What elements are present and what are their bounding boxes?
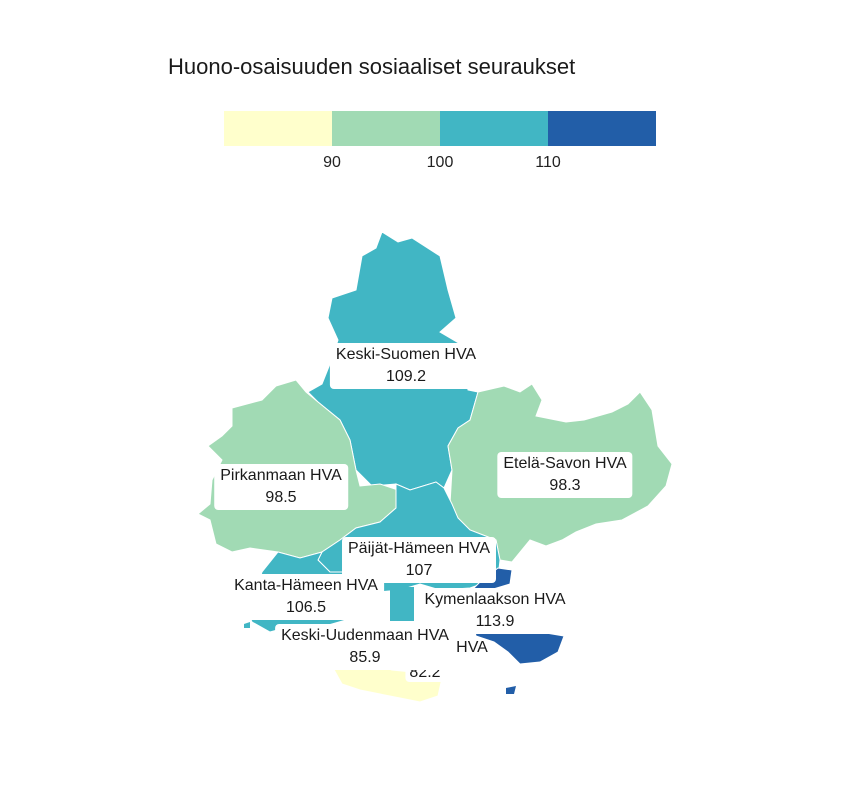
legend-swatch-high xyxy=(548,111,656,146)
label-kymenlaakso-value: 113.9 xyxy=(475,613,515,630)
region-small-islet xyxy=(244,622,250,628)
label-etela-savo-name: Etelä-Savon HVA xyxy=(503,455,627,472)
legend-swatch-mid-high xyxy=(440,111,548,146)
label-keski-uusimaa-value: 85.9 xyxy=(349,649,381,666)
label-paijat-hame-name: Päijät-Hämeen HVA xyxy=(348,540,490,557)
color-legend xyxy=(224,111,656,146)
label-etela-savo: Etelä-Savon HVA 98.3 xyxy=(497,452,633,498)
legend-tick-100: 100 xyxy=(426,154,454,171)
legend-tick-110: 110 xyxy=(535,154,561,171)
legend-tick-90: 90 xyxy=(323,154,341,171)
label-helsinki: HVA xyxy=(450,636,494,660)
label-pirkanmaa-name: Pirkanmaan HVA xyxy=(220,467,342,484)
label-keski-suomi-value: 109.2 xyxy=(385,368,427,385)
label-paijat-hame-value: 107 xyxy=(405,562,433,579)
region-small-island xyxy=(506,686,516,694)
legend-swatch-low xyxy=(224,111,332,146)
label-kymenlaakso: Kymenlaakson HVA 113.9 xyxy=(418,588,572,634)
label-kanta-hame-value: 106.5 xyxy=(285,599,327,616)
label-keski-suomi: Keski-Suomen HVA 109.2 xyxy=(329,343,483,389)
label-keski-uusimaa-name: Keski-Uudenmaan HVA xyxy=(281,627,449,644)
label-keski-uusimaa: Keski-Uudenmaan HVA 85.9 xyxy=(275,624,455,670)
label-kymenlaakso-name: Kymenlaakson HVA xyxy=(424,591,566,608)
label-helsinki-name: HVA xyxy=(456,639,488,656)
label-paijat-hame: Päijät-Hämeen HVA 107 xyxy=(342,537,496,583)
label-kanta-hame-name: Kanta-Hämeen HVA xyxy=(234,577,378,594)
map-title: Huono-osaisuuden sosiaaliset seuraukset xyxy=(168,54,576,79)
label-pirkanmaa-value: 98.5 xyxy=(265,489,297,506)
label-pirkanmaa: Pirkanmaan HVA 98.5 xyxy=(214,464,348,510)
kymenlaakso-swatch xyxy=(390,587,414,621)
label-kanta-hame: Kanta-Hämeen HVA 106.5 xyxy=(228,574,384,620)
label-etela-savo-value: 98.3 xyxy=(549,477,581,494)
label-keski-suomi-name: Keski-Suomen HVA xyxy=(335,346,477,363)
legend-swatch-mid-low xyxy=(332,111,440,146)
